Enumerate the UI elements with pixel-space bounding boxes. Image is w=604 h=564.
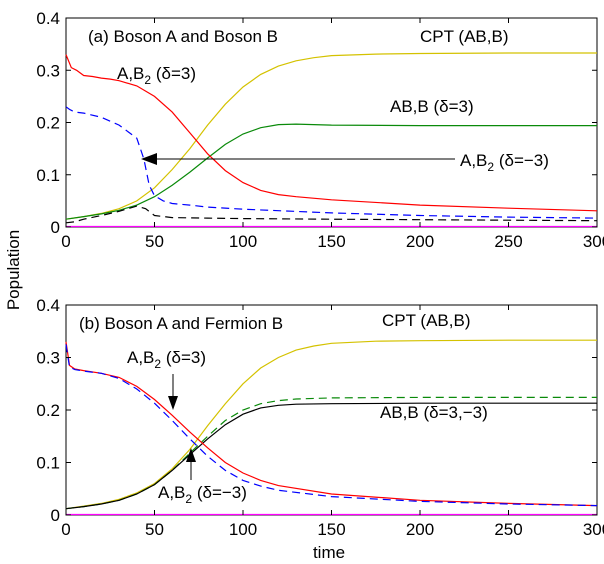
series-line-1 <box>65 52 597 220</box>
y-tick-label: 0.4 <box>36 9 60 28</box>
arrow-a <box>141 153 455 165</box>
annotation-cpt-b: CPT (AB,B) <box>382 311 470 330</box>
annotation-ab2-a: A,B2 (δ=3) <box>117 64 196 87</box>
series-line-1 <box>65 339 597 510</box>
x-tick-label: 0 <box>61 232 70 251</box>
annotation-ab2-b: A,B2 (δ=3) <box>127 348 206 371</box>
y-tick-label: 0.3 <box>36 349 60 368</box>
panel-b: 0 50 100 150 200 250 300 0 0.1 0.2 0.3 0.4 (b) Boso… <box>36 296 604 539</box>
x-tick-label: 150 <box>317 520 345 539</box>
annotation-ab2-neg-a: A,B2 (δ=−3) <box>460 151 549 174</box>
x-tick-label: 250 <box>494 520 522 539</box>
x-tick-label: 100 <box>229 232 257 251</box>
y-axis-label: Population <box>4 230 23 310</box>
panel-a: 0 50 100 150 200 250 300 0 0.1 0.2 0.3 0.4 (a) Boso… <box>36 9 604 251</box>
annotation-abb-a: AB,B (δ=3) <box>390 97 474 116</box>
series-line-5 <box>65 205 598 224</box>
panel-a-plot-frame <box>65 17 598 228</box>
annotation-cpt-a: CPT (AB,B) <box>420 27 508 46</box>
series-line-5 <box>65 344 598 507</box>
y-tick-label: 0.3 <box>36 61 60 80</box>
panel-a-label: (a) Boson A and Boson B <box>88 27 278 46</box>
series-line-3 <box>65 402 597 510</box>
x-tick-label: 0 <box>61 520 70 539</box>
y-tick-label: 0 <box>51 218 60 237</box>
y-tick-label: 0.4 <box>36 296 60 315</box>
y-tick-label: 0.1 <box>36 454 60 473</box>
y-tick-label: 0.2 <box>36 114 60 133</box>
series-line-3 <box>65 54 598 212</box>
x-tick-label: 50 <box>145 520 164 539</box>
x-tick-label: 50 <box>145 232 164 251</box>
panel-b-ticks: 0 50 100 150 200 250 300 0 0.1 0.2 0.3 0.4 <box>36 296 604 539</box>
x-tick-label: 150 <box>317 232 345 251</box>
annotation-ab2-neg-b: A,B2 (δ=−3) <box>158 483 247 506</box>
x-tick-label: 250 <box>494 232 522 251</box>
panel-b-plot-frame <box>65 304 598 516</box>
panel-a-ticks: 0 50 100 150 200 250 300 0 0.1 0.2 0.3 0.4 <box>36 9 604 251</box>
y-tick-label: 0.2 <box>36 401 60 420</box>
y-tick-label: 0.1 <box>36 166 60 185</box>
panel-b-label: (b) Boson A and Fermion B <box>79 314 283 333</box>
x-tick-label: 200 <box>406 232 434 251</box>
arrow-b-up <box>186 448 196 480</box>
series-line-2 <box>65 396 597 510</box>
arrow-b-down <box>168 374 178 410</box>
series-line-4 <box>65 341 598 507</box>
x-tick-label: 100 <box>229 520 257 539</box>
x-tick-label: 200 <box>406 520 434 539</box>
annotation-abb-b: AB,B (δ=3,−3) <box>380 403 488 422</box>
series-line-2 <box>65 123 597 220</box>
x-tick-label: 300 <box>583 232 604 251</box>
series-line-4 <box>65 106 598 219</box>
y-tick-label: 0 <box>51 506 60 525</box>
x-axis-label: time <box>313 543 345 562</box>
x-tick-label: 300 <box>583 520 604 539</box>
